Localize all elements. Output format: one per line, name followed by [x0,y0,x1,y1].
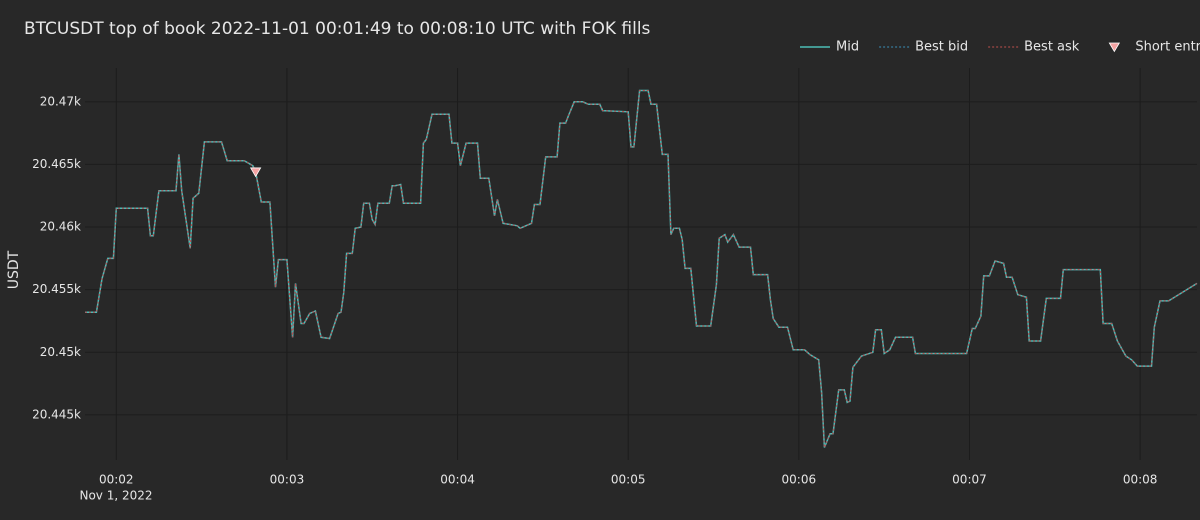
x-date-label: Nov 1, 2022 [79,489,152,503]
y-tick-label: 20.455k [32,282,81,296]
legend-marker [1108,42,1121,53]
legend-label: Best bid [915,40,968,55]
chart-title: BTCUSDT top of book 2022-11-01 00:01:49 … [24,19,651,39]
y-tick-label: 20.46k [40,220,81,234]
short-entry-marker [249,167,262,178]
legend-label: Mid [836,40,859,55]
series-line [85,90,1198,448]
x-tick-label: 00:03 [270,473,305,487]
y-tick-label: 20.465k [32,157,81,171]
legend-label: Best ask [1024,40,1080,55]
y-tick-label: 20.445k [32,407,81,421]
x-tick-label: 00:05 [611,473,646,487]
y-axis-label: USDT [6,250,22,289]
y-tick-label: 20.47k [40,94,81,108]
x-tick-label: 00:04 [440,473,475,487]
x-tick-label: 00:02 [99,473,134,487]
legend-label: Short entry [1135,40,1200,55]
x-tick-label: 00:06 [782,473,817,487]
y-tick-label: 20.45k [40,345,81,359]
x-tick-label: 00:07 [952,473,987,487]
x-tick-label: 00:08 [1123,473,1158,487]
